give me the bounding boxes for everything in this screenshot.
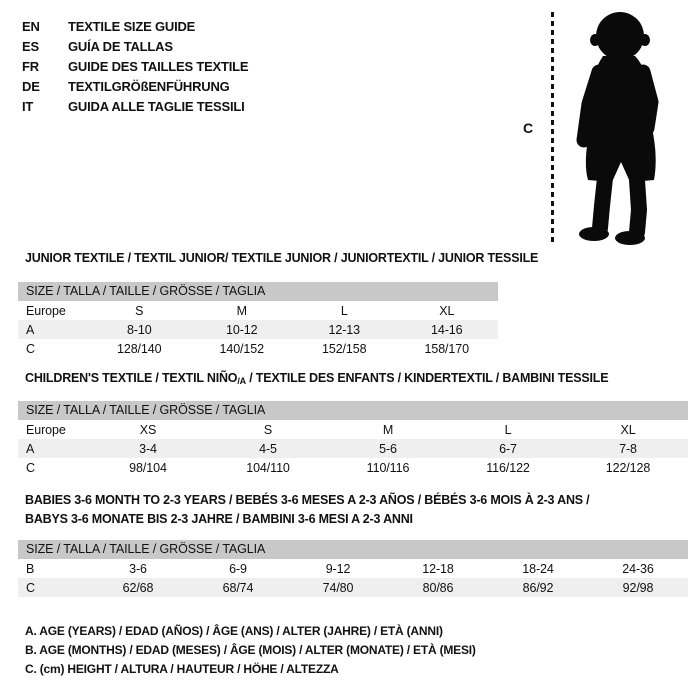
footnote-height-cm: C. (cm) HEIGHT / ALTURA / HAUTEUR / HÖHE… <box>25 662 339 676</box>
size-cell: 158/170 <box>424 341 470 356</box>
junior-section-title: JUNIOR TEXTILE / TEXTIL JUNIOR/ TEXTILE … <box>25 251 539 265</box>
size-cell: 5-6 <box>379 441 397 456</box>
size-cell: 62/68 <box>122 580 154 595</box>
table-row: A 3-4 4-5 5-6 6-7 7-8 <box>18 439 688 458</box>
footnote-age-months: B. AGE (MONTHS) / EDAD (MESES) / ÂGE (MO… <box>25 643 476 657</box>
children-title-text: CHILDREN'S TEXTILE / TEXTIL NIÑO <box>25 371 238 385</box>
size-cell: 9-12 <box>325 561 351 576</box>
height-measure-line <box>551 12 554 244</box>
size-cell: 6-9 <box>229 561 247 576</box>
size-cell: 152/158 <box>322 341 367 356</box>
table-row: B 3-6 6-9 9-12 12-18 18-24 24-36 <box>18 559 688 578</box>
size-cell: 12-18 <box>422 561 454 576</box>
size-cell: 74/80 <box>322 580 354 595</box>
size-cell: 4-5 <box>259 441 277 456</box>
junior-size-table: SIZE / TALLA / TAILLE / GRÖSSE / TAGLIA … <box>18 282 498 358</box>
size-cell: 116/122 <box>486 460 530 475</box>
size-cell: L <box>340 303 348 318</box>
size-cell: 3-6 <box>129 561 147 576</box>
size-cell: 104/110 <box>246 460 290 475</box>
size-cell: 12-13 <box>328 322 361 337</box>
size-cell: 86/92 <box>522 580 554 595</box>
size-cell: XL <box>620 422 636 437</box>
size-table-header: SIZE / TALLA / TAILLE / GRÖSSE / TAGLIA <box>18 401 688 420</box>
babies-size-table: SIZE / TALLA / TAILLE / GRÖSSE / TAGLIA … <box>18 540 688 597</box>
language-row: EN TEXTILE SIZE GUIDE <box>22 16 248 36</box>
language-row: DE TEXTILGRÖßENFÜHRUNG <box>22 76 248 96</box>
row-label: A <box>26 441 35 456</box>
row-label: C <box>26 460 35 475</box>
children-title-subscript: /A <box>237 376 246 386</box>
toddler-figure: C <box>515 8 690 250</box>
size-cell: 18-24 <box>522 561 554 576</box>
footnote-age-years: A. AGE (YEARS) / EDAD (AÑOS) / ÂGE (ANS)… <box>25 624 443 638</box>
row-label: B <box>26 561 35 576</box>
table-row: Europe XS S M L XL <box>18 420 688 439</box>
size-cell: M <box>382 422 394 437</box>
language-code: IT <box>22 98 34 114</box>
language-title: GUIDE DES TAILLES TEXTILE <box>68 58 249 74</box>
size-cell: M <box>236 303 247 318</box>
babies-section-title: BABIES 3-6 MONTH TO 2-3 YEARS / BEBÉS 3-… <box>25 491 590 529</box>
size-cell: 8-10 <box>126 322 152 337</box>
babies-title-line1: BABIES 3-6 MONTH TO 2-3 YEARS / BEBÉS 3-… <box>25 493 590 507</box>
language-row: ES GUÍA DE TALLAS <box>22 36 248 56</box>
size-cell: 24-36 <box>622 561 654 576</box>
language-title: TEXTILE SIZE GUIDE <box>68 18 196 34</box>
size-cell: 14-16 <box>431 322 463 337</box>
language-code: FR <box>22 58 39 74</box>
size-cell: 6-7 <box>499 441 517 456</box>
size-cell: 10-12 <box>226 322 258 337</box>
language-code: ES <box>22 38 39 54</box>
language-title: GUIDA ALLE TAGLIE TESSILI <box>68 98 245 114</box>
size-table-header: SIZE / TALLA / TAILLE / GRÖSSE / TAGLIA <box>18 540 688 559</box>
table-row: Europe S M L XL <box>18 301 498 320</box>
language-title: GUÍA DE TALLAS <box>68 38 173 54</box>
size-table-header: SIZE / TALLA / TAILLE / GRÖSSE / TAGLIA <box>18 282 498 301</box>
row-label: Europe <box>26 422 66 437</box>
children-section-title: CHILDREN'S TEXTILE / TEXTIL NIÑO/A / TEX… <box>25 370 609 389</box>
size-cell: L <box>504 422 512 437</box>
language-code: EN <box>22 18 40 34</box>
size-cell: 110/116 <box>366 460 410 475</box>
table-row: C 128/140 140/152 152/158 158/170 <box>18 339 498 358</box>
table-row: A 8-10 10-12 12-13 14-16 <box>18 320 498 339</box>
row-label: C <box>26 580 35 595</box>
size-cell: S <box>263 422 273 437</box>
table-row: C 98/104 104/110 110/116 116/122 122/128 <box>18 458 688 477</box>
language-title: TEXTILGRÖßENFÜHRUNG <box>68 78 230 94</box>
language-list: EN TEXTILE SIZE GUIDE ES GUÍA DE TALLAS … <box>22 16 249 116</box>
footnotes: A. AGE (YEARS) / EDAD (AÑOS) / ÂGE (ANS)… <box>25 622 476 679</box>
table-row: C 62/68 68/74 74/80 80/86 86/92 92/98 <box>18 578 688 597</box>
height-measure-label: C <box>523 120 534 136</box>
size-cell: 122/128 <box>605 460 651 475</box>
language-code: DE <box>22 78 40 94</box>
size-cell: 92/98 <box>622 580 654 595</box>
size-cell: 68/74 <box>222 580 254 595</box>
size-cell: 98/104 <box>129 460 167 475</box>
size-cell: 3-4 <box>139 441 157 456</box>
size-cell: 140/152 <box>219 341 265 356</box>
size-cell: XL <box>439 303 455 318</box>
row-label: A <box>26 322 35 337</box>
toddler-silhouette-icon <box>576 12 659 245</box>
size-cell: 128/140 <box>117 341 162 356</box>
children-title-text: / TEXTILE DES ENFANTS / KINDERTEXTIL / B… <box>245 371 609 385</box>
row-label: Europe <box>26 303 66 318</box>
size-cell: 80/86 <box>422 580 454 595</box>
language-row: IT GUIDA ALLE TAGLIE TESSILI <box>22 96 248 116</box>
size-cell: 7-8 <box>619 441 637 456</box>
size-cell: S <box>135 303 144 318</box>
babies-title-line2: BABYS 3-6 MONATE BIS 2-3 JAHRE / BAMBINI… <box>25 512 413 526</box>
size-cell: XS <box>139 422 157 437</box>
language-row: FR GUIDE DES TAILLES TEXTILE <box>22 56 249 76</box>
row-label: C <box>26 341 35 356</box>
children-size-table: SIZE / TALLA / TAILLE / GRÖSSE / TAGLIA … <box>18 401 688 477</box>
